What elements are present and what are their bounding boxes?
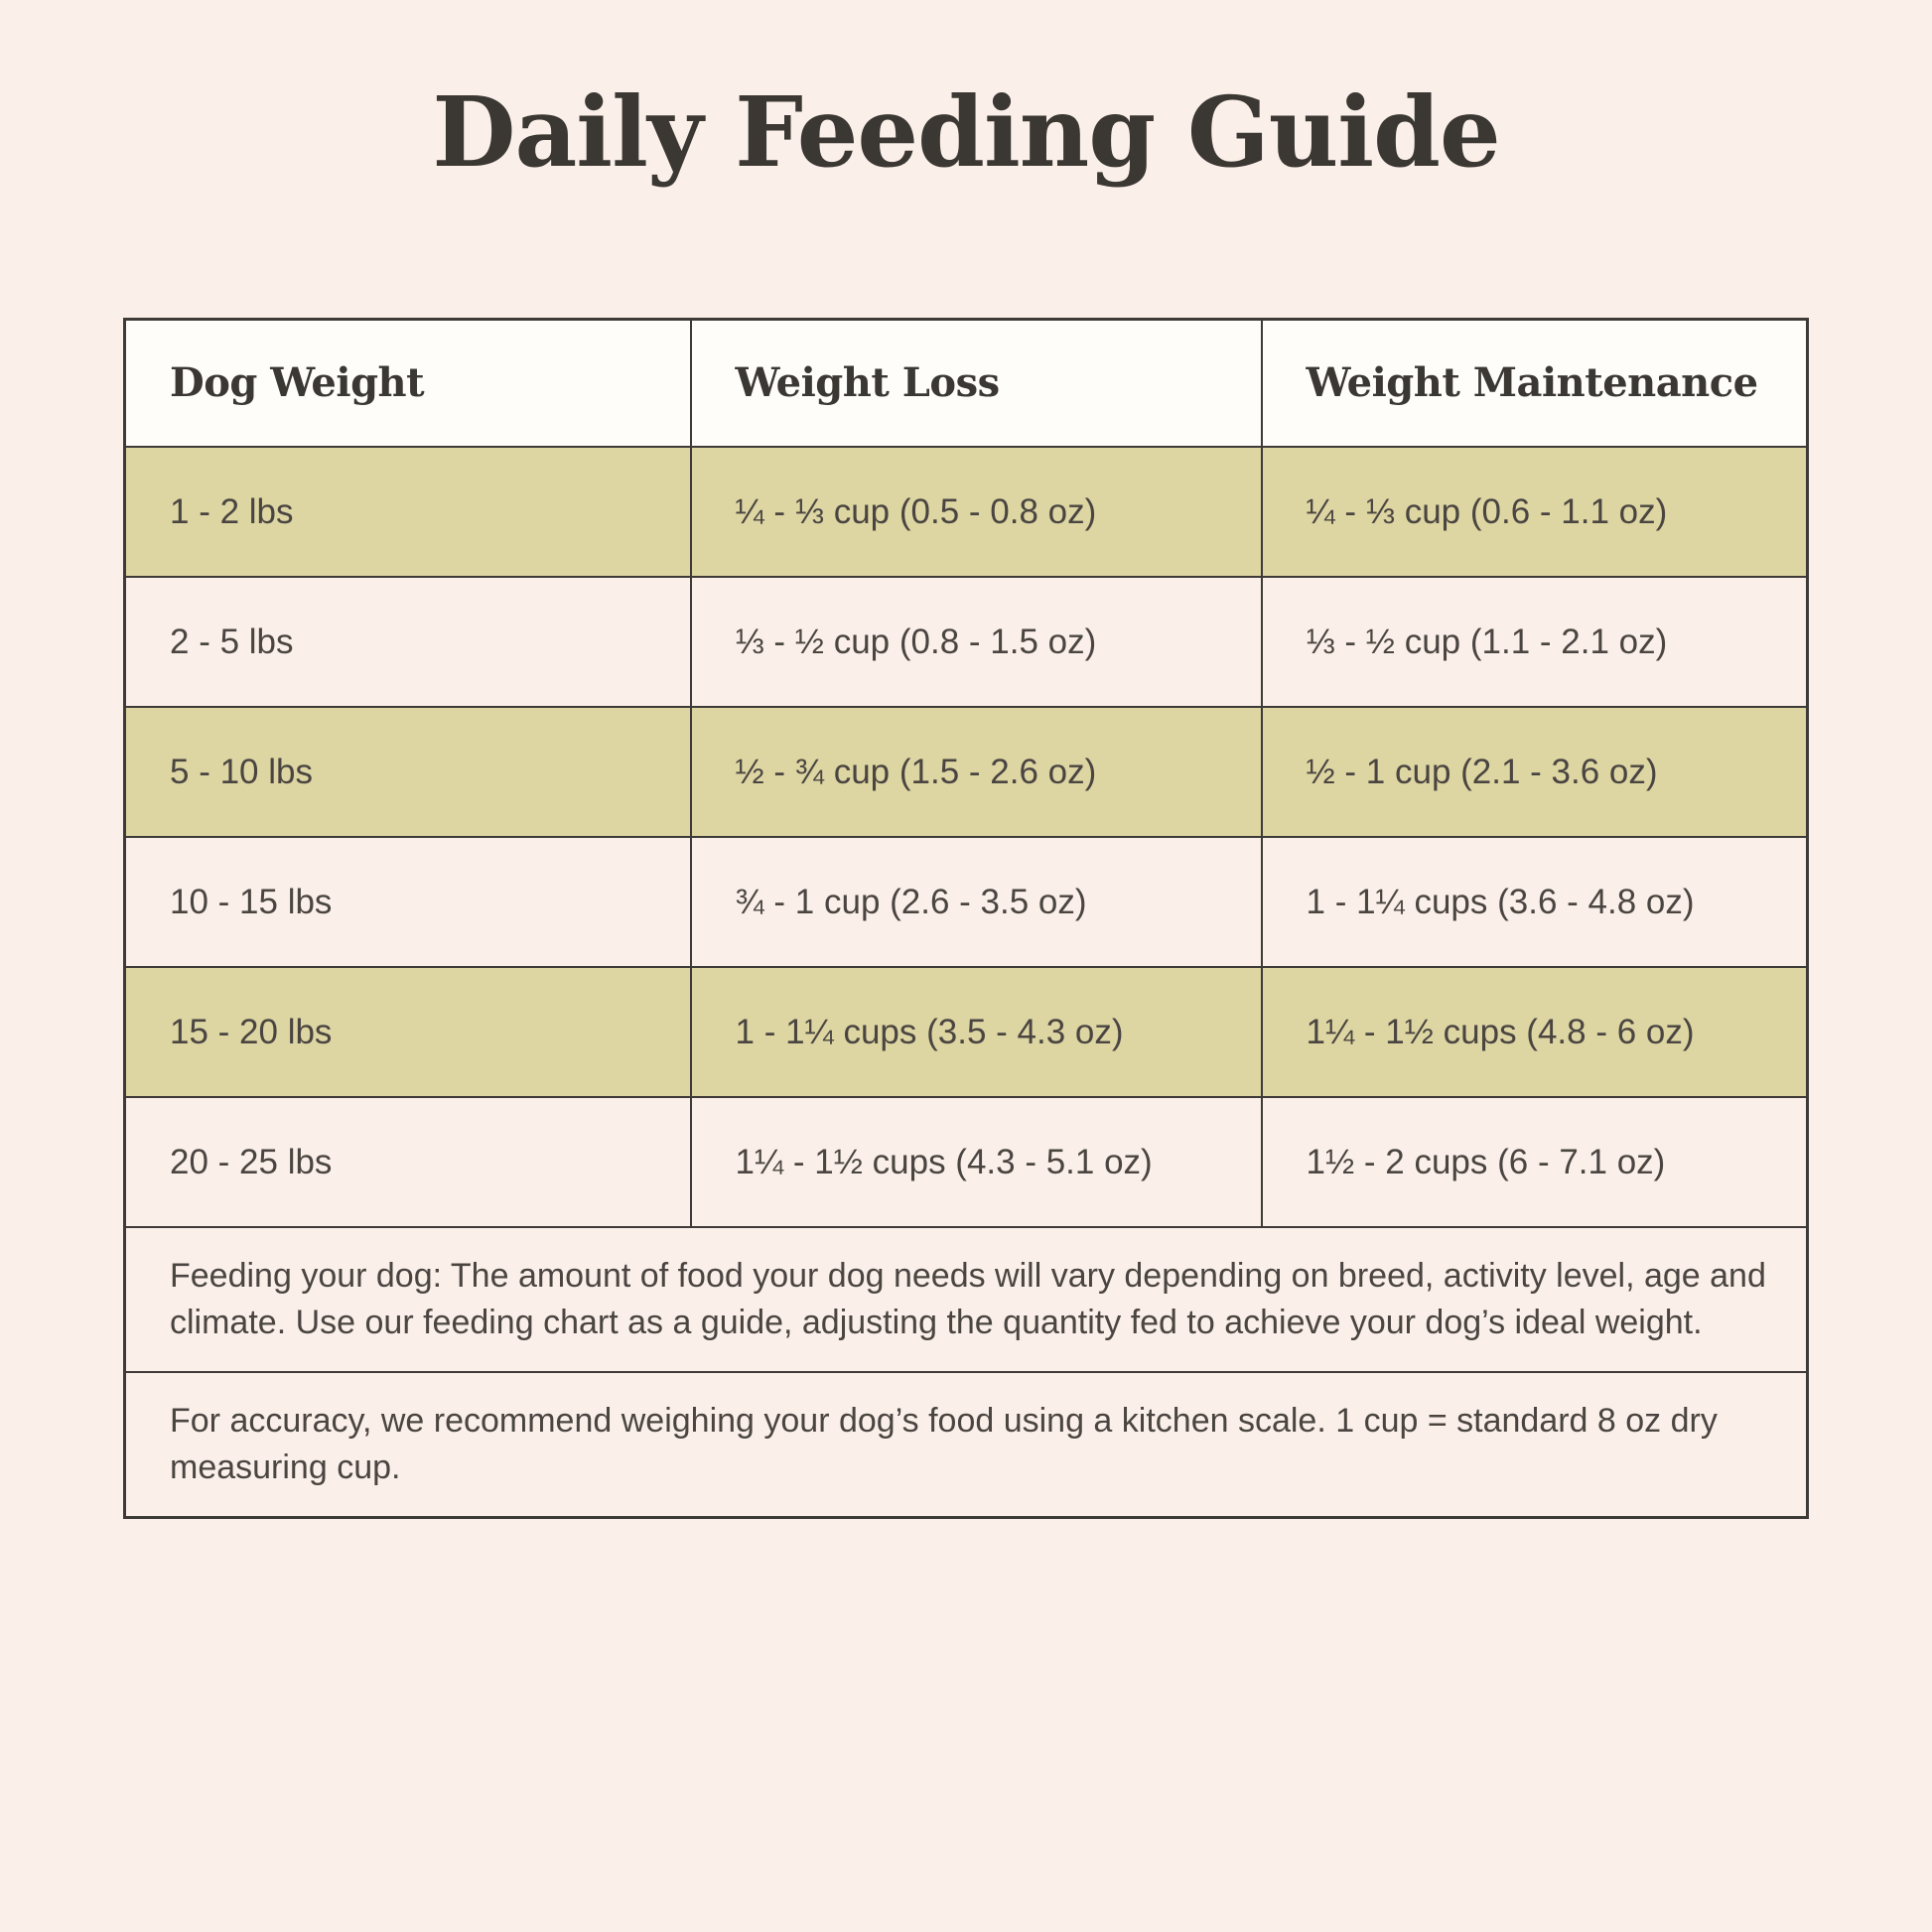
note-feeding-guidance: Feeding your dog: The amount of food you…: [123, 1226, 1809, 1373]
cell-dog-weight: 5 - 10 lbs: [123, 706, 692, 839]
note-measuring-accuracy: For accuracy, we recommend weighing your…: [123, 1370, 1809, 1519]
cell-dog-weight: 10 - 15 lbs: [123, 836, 692, 969]
cell-dog-weight: 2 - 5 lbs: [123, 576, 692, 709]
column-header-weight-maintenance: Weight Maintenance: [1260, 318, 1809, 449]
table-row: 1 - 2 lbs ¼ - ⅓ cup (0.5 - 0.8 oz) ¼ - ⅓…: [123, 446, 1809, 579]
cell-weight-loss: ¾ - 1 cup (2.6 - 3.5 oz): [689, 836, 1263, 969]
table-row: 15 - 20 lbs 1 - 1¼ cups (3.5 - 4.3 oz) 1…: [123, 966, 1809, 1099]
cell-dog-weight: 15 - 20 lbs: [123, 966, 692, 1099]
cell-weight-loss: ½ - ¾ cup (1.5 - 2.6 oz): [689, 706, 1263, 839]
cell-weight-loss: ⅓ - ½ cup (0.8 - 1.5 oz): [689, 576, 1263, 709]
cell-weight-maintenance: ⅓ - ½ cup (1.1 - 2.1 oz): [1260, 576, 1809, 709]
table-header-row: Dog Weight Weight Loss Weight Maintenanc…: [123, 318, 1809, 449]
cell-weight-maintenance: 1¼ - 1½ cups (4.8 - 6 oz): [1260, 966, 1809, 1099]
feeding-table: Dog Weight Weight Loss Weight Maintenanc…: [123, 317, 1809, 1519]
note-row: For accuracy, we recommend weighing your…: [123, 1370, 1809, 1519]
table-row: 5 - 10 lbs ½ - ¾ cup (1.5 - 2.6 oz) ½ - …: [123, 706, 1809, 839]
table-row: 20 - 25 lbs 1¼ - 1½ cups (4.3 - 5.1 oz) …: [123, 1096, 1809, 1229]
table-row: 10 - 15 lbs ¾ - 1 cup (2.6 - 3.5 oz) 1 -…: [123, 836, 1809, 969]
cell-dog-weight: 20 - 25 lbs: [123, 1096, 692, 1229]
cell-weight-maintenance: ¼ - ⅓ cup (0.6 - 1.1 oz): [1260, 446, 1809, 579]
cell-weight-maintenance: 1 - 1¼ cups (3.6 - 4.8 oz): [1260, 836, 1809, 969]
cell-dog-weight: 1 - 2 lbs: [123, 446, 692, 579]
page-title: Daily Feeding Guide: [432, 75, 1500, 189]
column-header-dog-weight: Dog Weight: [123, 318, 692, 449]
cell-weight-loss: 1¼ - 1½ cups (4.3 - 5.1 oz): [689, 1096, 1263, 1229]
cell-weight-maintenance: ½ - 1 cup (2.1 - 3.6 oz): [1260, 706, 1809, 839]
table-row: 2 - 5 lbs ⅓ - ½ cup (0.8 - 1.5 oz) ⅓ - ½…: [123, 576, 1809, 709]
column-header-weight-loss: Weight Loss: [689, 318, 1263, 449]
cell-weight-loss: 1 - 1¼ cups (3.5 - 4.3 oz): [689, 966, 1263, 1099]
note-row: Feeding your dog: The amount of food you…: [123, 1226, 1809, 1373]
cell-weight-maintenance: 1½ - 2 cups (6 - 7.1 oz): [1260, 1096, 1809, 1229]
cell-weight-loss: ¼ - ⅓ cup (0.5 - 0.8 oz): [689, 446, 1263, 579]
